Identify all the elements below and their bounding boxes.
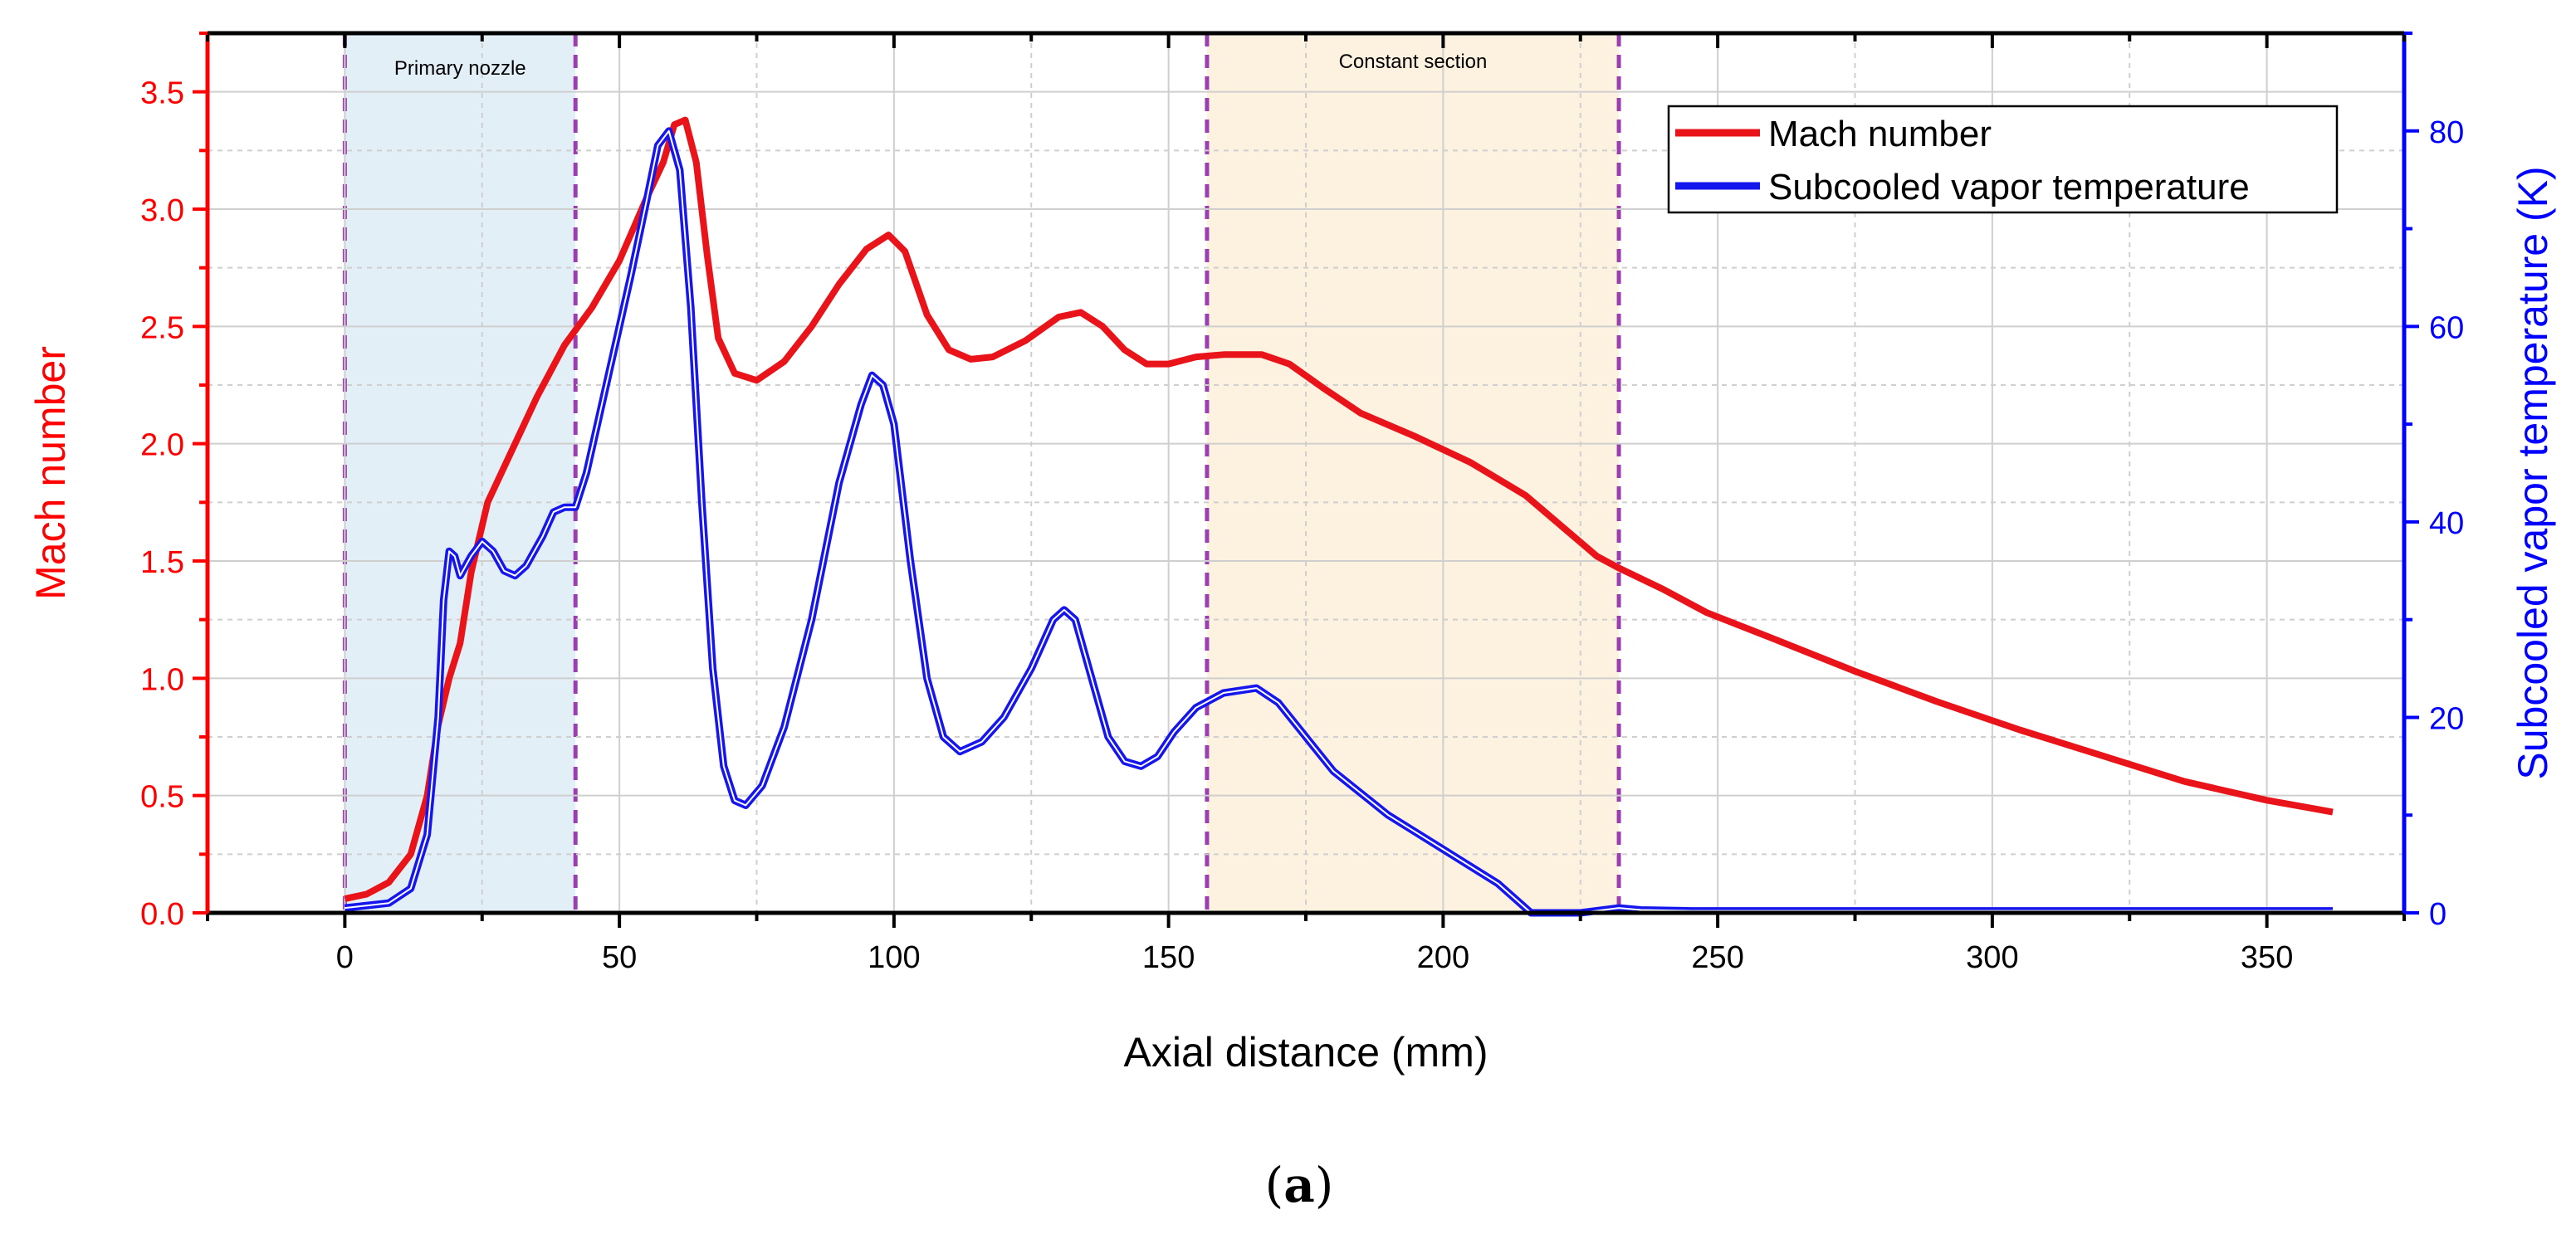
y-left-tick-label: 1.0: [140, 662, 184, 697]
y-left-tick-label: 3.0: [140, 193, 184, 228]
y-right-axis-title: Subcooled vapor temperature (K): [2510, 166, 2556, 779]
subfigure-letter: a: [1283, 1157, 1315, 1213]
y-left-tick-label: 2.0: [140, 428, 184, 463]
x-tick-label: 100: [868, 940, 920, 975]
axes: [193, 31, 2419, 928]
x-tick-label: 50: [602, 940, 637, 975]
y-left-tick-label: 1.5: [140, 545, 184, 580]
series-line-mach-number: [344, 116, 2334, 902]
y-left-tick-labels: 0.0 0.5 1.0 1.5 2.0 2.5 3.0 3.5: [140, 76, 184, 932]
y-left-tick-label: 0.0: [140, 897, 184, 932]
legend-box: [1667, 105, 2339, 214]
x-tick-label: 350: [2241, 940, 2293, 975]
legend-label-mach-number: Mach number: [1768, 114, 1992, 154]
series-layer: [344, 116, 2334, 917]
x-tick-label: 250: [1691, 940, 1743, 975]
x-tick-label: 150: [1142, 940, 1195, 975]
region-label-constant-section: Constant section: [1339, 51, 1488, 73]
y-right-tick-label: 80: [2429, 115, 2464, 150]
y-right-tick-label: 0: [2429, 897, 2446, 932]
y-left-tick-label: 3.5: [140, 76, 184, 111]
legend-label-subcooled-vapor-temperature: Subcooled vapor temperature: [1768, 167, 2250, 207]
series-line-inner-subcooled-vapor-temperature: [345, 129, 2333, 914]
y-right-tick-label: 40: [2429, 506, 2464, 541]
x-tick-labels: 0 50 100 150 200 250 300 350: [336, 940, 2294, 975]
x-axis-title: Axial distance (mm): [1124, 1029, 1488, 1076]
y-right-tick-label: 20: [2429, 701, 2464, 736]
y-left-tick-label: 2.5: [140, 310, 184, 345]
subfigure-label: (a): [1265, 1157, 1334, 1213]
region-constant-section: [1206, 33, 1620, 913]
y-right-tick-label: 60: [2429, 310, 2464, 345]
region-label-primary-nozzle: Primary nozzle: [394, 57, 526, 80]
legend: Mach number Subcooled vapor temperature: [1667, 105, 2339, 214]
region-primary-nozzle: [345, 33, 576, 913]
x-tick-label: 200: [1417, 940, 1469, 975]
x-tick-label: 300: [1966, 940, 2018, 975]
y-left-tick-label: 0.5: [140, 780, 184, 815]
x-tick-label: 0: [336, 940, 354, 975]
shaded-regions: [342, 33, 1621, 913]
y-left-axis-title: Mach number: [27, 346, 74, 600]
y-right-tick-labels: 0 20 40 60 80: [2429, 115, 2464, 932]
